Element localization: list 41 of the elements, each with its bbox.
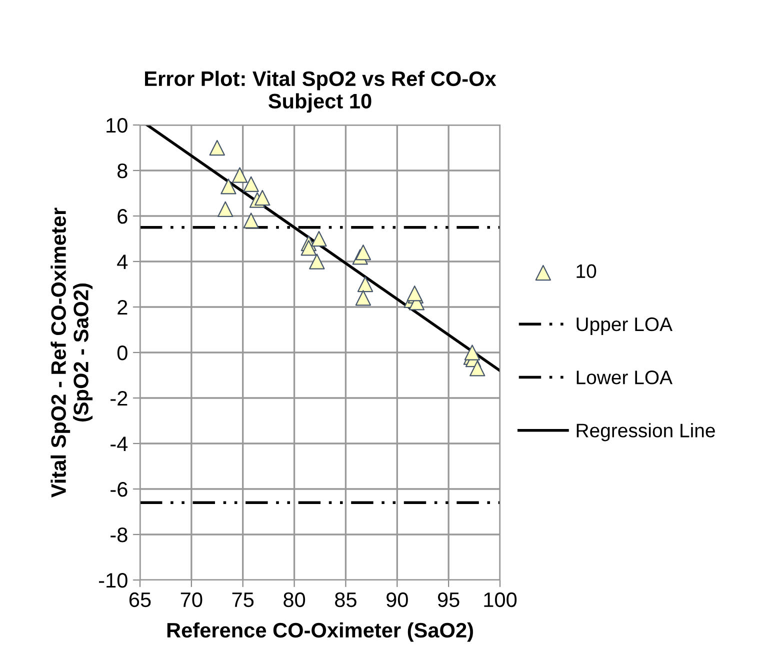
y-tick-label: 2 xyxy=(118,300,128,315)
x-tick-label: 75 xyxy=(232,592,254,608)
y-tick-label: 0 xyxy=(117,346,128,360)
point xyxy=(218,201,234,218)
y-axis-title: Vital SpO2 - Ref CO-Oximeter (SpO2 - SaO2) xyxy=(50,208,93,498)
y-tick-label: 6 xyxy=(118,209,128,224)
point xyxy=(464,344,480,360)
point xyxy=(355,290,372,306)
x-tick-label: 70 xyxy=(180,592,202,608)
point xyxy=(254,190,270,206)
point xyxy=(243,212,259,228)
legend-label: Upper LOA xyxy=(576,317,672,335)
y-tick-label: -4 xyxy=(110,436,128,452)
chart-title: Error Plot: Vital SpO2 vs Ref CO-Ox Subject 10 xyxy=(145,70,496,113)
x-tick-label: 100 xyxy=(484,592,517,608)
y-tick-label: 10 xyxy=(106,118,128,133)
point xyxy=(220,178,236,194)
y-tick-label: 4 xyxy=(117,254,128,270)
point xyxy=(300,240,317,256)
y-tick-label: -10 xyxy=(99,573,128,588)
x-tick-label: 65 xyxy=(129,592,151,608)
y-tick-label: -8 xyxy=(110,528,128,542)
legend-label: 10 xyxy=(576,264,596,278)
x-tick-label: 90 xyxy=(386,592,408,608)
point xyxy=(209,140,225,156)
point xyxy=(243,176,259,192)
legend-label: Lower LOA xyxy=(576,370,672,384)
x-tick-label: 85 xyxy=(335,592,356,608)
point xyxy=(311,230,327,247)
x-tick-label: 95 xyxy=(438,592,460,608)
x-tick-label: 80 xyxy=(284,592,306,608)
y-tick-label: -6 xyxy=(110,482,128,497)
point xyxy=(355,244,372,260)
point xyxy=(232,167,248,183)
point xyxy=(470,360,486,376)
y-tick-label: 8 xyxy=(118,164,128,178)
legend-label: Regression Line xyxy=(576,423,715,442)
point xyxy=(357,276,374,292)
x-axis-title: Reference CO-Oximeter (SaO2) xyxy=(167,622,473,642)
point xyxy=(309,254,325,270)
y-tick-label: -2 xyxy=(110,391,128,406)
